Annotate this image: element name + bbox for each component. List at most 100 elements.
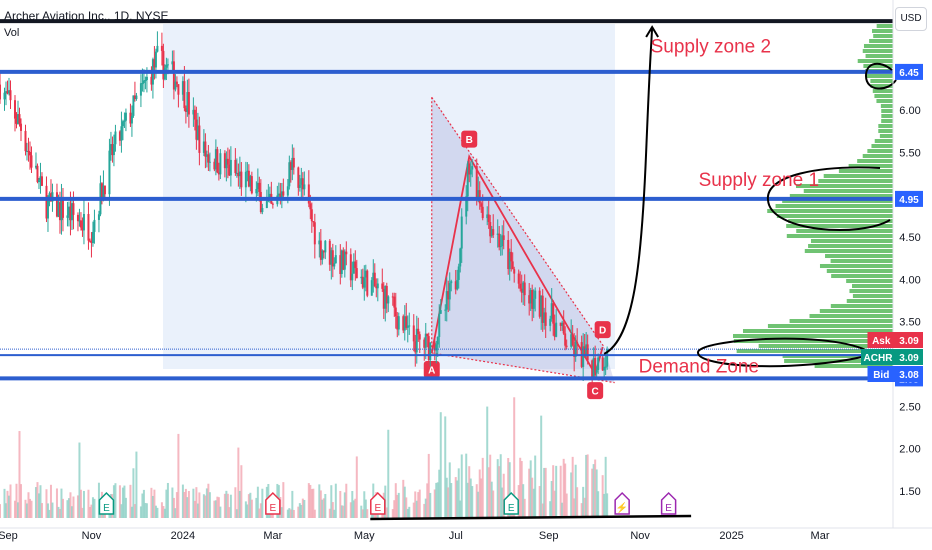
arrow-head	[645, 25, 659, 38]
volume-bar	[36, 482, 39, 518]
candle-body	[363, 277, 366, 288]
candle-body	[69, 206, 72, 221]
event-marker-4	[614, 491, 630, 515]
volume-bar	[0, 504, 1, 518]
volume-bar	[216, 496, 219, 518]
candle-body	[447, 291, 450, 300]
volume-bar	[552, 465, 555, 518]
volume-bar	[171, 487, 174, 518]
level-tag-text: 4.95	[899, 195, 919, 206]
volume-bar	[141, 493, 144, 518]
price-axis: 1.50 2.00 2.50 3.50 4.00 4.50 5.50 6.00	[899, 105, 920, 498]
candle-body	[240, 171, 243, 188]
candle-body	[403, 316, 406, 331]
candle-body	[511, 261, 514, 270]
candle-body	[40, 176, 43, 186]
volume-bar	[541, 503, 544, 518]
volume-bar	[172, 497, 175, 518]
candle-body	[177, 84, 180, 95]
volume-profile-bar	[831, 274, 893, 278]
volume-bar	[160, 502, 163, 518]
volume-bar	[297, 506, 300, 518]
currency-button[interactable]: USD	[895, 7, 927, 31]
volume-bar	[531, 477, 534, 518]
volume-bar	[19, 484, 22, 518]
candle-body	[36, 165, 39, 183]
volume-bar	[576, 487, 579, 518]
candle-body	[355, 268, 358, 279]
candle-body	[490, 229, 493, 237]
volume-profile-bar	[876, 99, 893, 103]
volume-bar	[45, 489, 48, 518]
volume-bar	[256, 486, 259, 518]
volume-bar	[570, 472, 573, 518]
pattern-label-c: C	[592, 387, 599, 398]
time-tick: Mar	[811, 530, 830, 542]
volume-bar	[465, 453, 468, 518]
volume-bar	[333, 509, 336, 518]
volume-bar	[433, 489, 436, 518]
volume-bar	[307, 483, 310, 518]
candle-body	[289, 162, 292, 170]
volume-bar	[330, 485, 333, 518]
volume-bar	[114, 483, 117, 518]
volume-bar	[205, 488, 208, 518]
volume-bar	[423, 503, 426, 518]
candle-body	[417, 328, 420, 335]
candle-body	[519, 283, 522, 289]
candle-body	[468, 163, 471, 175]
candle-body	[216, 149, 219, 173]
volume-bar	[187, 491, 190, 518]
candle-body	[132, 95, 135, 116]
volume-profile-bar	[736, 349, 893, 353]
volume-bar	[445, 477, 448, 518]
candle-body	[471, 166, 474, 170]
candle-body	[415, 328, 418, 353]
volume-profile-bar	[819, 264, 893, 268]
candle-body	[279, 193, 282, 199]
volume-bar	[486, 406, 489, 518]
volume-bar	[135, 451, 138, 518]
volume-bar	[76, 495, 79, 518]
candle-body	[513, 269, 516, 274]
volume-bar	[195, 487, 198, 518]
volume-bar	[225, 490, 228, 518]
candle-body	[597, 357, 600, 370]
time-tick: Nov	[630, 530, 650, 542]
candle-body	[109, 144, 112, 151]
candle-body	[448, 283, 451, 300]
volume-bar	[439, 412, 442, 518]
candle-body	[582, 346, 585, 367]
candle-body	[318, 240, 321, 245]
volume-profile-bar	[786, 224, 893, 228]
volume-bar	[15, 483, 18, 518]
volume-bar	[460, 454, 463, 518]
volume-profile-bar	[786, 234, 893, 238]
candle-body	[574, 341, 577, 357]
volume-bar	[48, 509, 51, 518]
candle-body	[571, 334, 574, 346]
volume-bar	[555, 465, 558, 518]
pattern-point-d	[594, 321, 611, 339]
candle-body	[523, 282, 526, 296]
candle-body	[55, 192, 58, 217]
candle-body	[402, 316, 405, 331]
time-tick: Jul	[449, 530, 463, 542]
candle-body	[528, 295, 531, 304]
volume-bar	[4, 503, 7, 518]
candle-body	[142, 80, 145, 84]
volume-profile-bar	[870, 84, 893, 88]
candle-body	[360, 276, 363, 279]
volume-bar	[61, 498, 64, 518]
volume-bar	[481, 457, 484, 518]
candle-body	[310, 209, 313, 222]
volume-bar	[301, 498, 304, 518]
volume-bar	[130, 506, 133, 518]
candle-body	[18, 114, 21, 124]
volume-indicator-label[interactable]: Vol	[4, 27, 20, 39]
volume-bars	[0, 397, 609, 518]
volume-bar	[586, 454, 589, 518]
candle-body	[82, 213, 85, 231]
candle-body	[507, 239, 510, 270]
